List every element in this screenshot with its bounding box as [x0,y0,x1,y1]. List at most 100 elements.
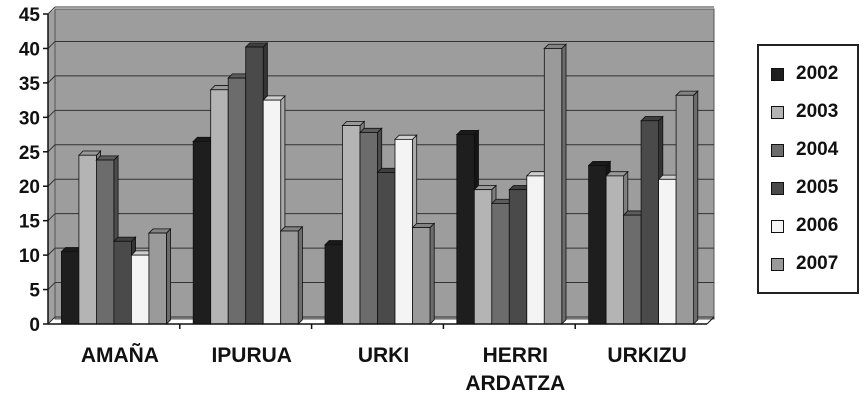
x-tick-label: IPURUA [211,344,292,367]
bar-front [543,48,563,325]
x-tick-label-line: URKI [358,344,409,367]
bar-side [165,227,172,325]
y-tick-label: 0 [29,315,40,336]
legend-item-2005: 2005 [771,176,838,200]
bar-front [640,120,659,325]
x-tick-label: HERRI ARDATZA [465,344,565,395]
bar-top [543,43,567,49]
bar-top [394,134,418,140]
bar-front [508,189,528,325]
bar [279,225,304,325]
gridline-depth [47,213,56,222]
bar-front [623,214,642,325]
bar-front [412,227,431,325]
y-tick-label: 30 [19,108,40,129]
legend-item-2007: 2007 [771,252,838,276]
bar-top [95,155,120,161]
bar-top [411,222,436,228]
legend-swatch-2006 [771,219,784,233]
legend-item-2002: 2002 [771,62,838,86]
x-tick-label-line: URKIZU [607,344,686,367]
bar-front [227,77,247,325]
bar-front [658,178,677,325]
legend-swatch-2003 [771,105,784,119]
y-tick-label: 10 [19,246,40,267]
bar-side [561,43,567,325]
y-tick-label: 45 [19,5,41,26]
gridline-depth [47,109,56,118]
x-tick-label: URKI [358,344,409,367]
bar [147,227,172,325]
bar-front [359,132,378,325]
y-tick-label: 15 [19,212,41,233]
bar-top [147,228,172,234]
bar-front [394,138,413,325]
bar-top [640,116,664,122]
bar-front [526,175,545,325]
bar-front [245,46,264,325]
gridline-depth [47,247,56,256]
legend-label-2002: 2002 [796,63,839,84]
bar-front [130,254,150,325]
x-tick-label-line: IPURUA [211,344,292,367]
bar-top [77,150,102,156]
bar-front [210,89,229,325]
legend-label-2004: 2004 [796,139,839,160]
gridline-depth [47,178,56,187]
bar-front [280,230,299,325]
bar-front [675,94,694,325]
y-tick-label: 5 [29,281,40,302]
gridline-depth [47,75,56,84]
bar-top [112,236,137,242]
bar-front [262,99,282,325]
legend-label-2007: 2007 [796,253,839,274]
legend-item-2003: 2003 [771,100,838,124]
bar-top [341,121,366,126]
bar [543,43,567,325]
x-tick-label-line: ARDATZA [465,372,565,395]
bar-top [605,171,629,177]
legend-swatch-2007 [771,257,784,271]
bar-side [693,90,699,325]
y-tick-label: 40 [19,39,40,60]
legend-swatch-2004 [771,143,784,157]
x-tick-label: URKIZU [607,344,686,367]
bar-top [262,95,286,101]
legend-item-2004: 2004 [771,138,838,162]
bar-front [473,189,493,325]
bar-front [113,240,132,325]
bar-front [324,244,343,325]
bar-front [148,232,167,325]
bar-top [675,90,699,96]
legend: 2002 2003 2004 2005 2006 2007 [757,44,859,294]
legend-label-2006: 2006 [796,215,839,236]
bar-front [377,172,396,325]
bar-front [78,154,97,325]
bar-front [605,175,624,325]
legend-swatch-2002 [771,67,784,81]
bar-side [429,222,435,325]
bar-top [587,160,612,166]
bar-side [297,225,303,325]
x-tick-label-line: HERRI [483,344,548,367]
x-axis-depth [706,316,715,325]
y-tick-label: 35 [19,74,41,95]
bar-top [473,185,497,191]
legend-label-2005: 2005 [796,177,839,198]
bar-front [61,251,80,325]
bar-front [342,125,361,325]
bar-top [244,42,269,48]
gridline-depth [47,41,56,49]
bar-top [455,129,480,135]
bar-front [96,159,115,325]
bar-front [491,203,510,325]
legend-label-2003: 2003 [796,101,839,122]
legend-item-2006: 2006 [771,214,838,238]
bar-top [359,127,383,133]
x-tick-label-line: AMAÑA [81,344,159,367]
gridline-depth [47,6,56,15]
bar-top [279,226,304,232]
gridline-depth [47,282,56,290]
